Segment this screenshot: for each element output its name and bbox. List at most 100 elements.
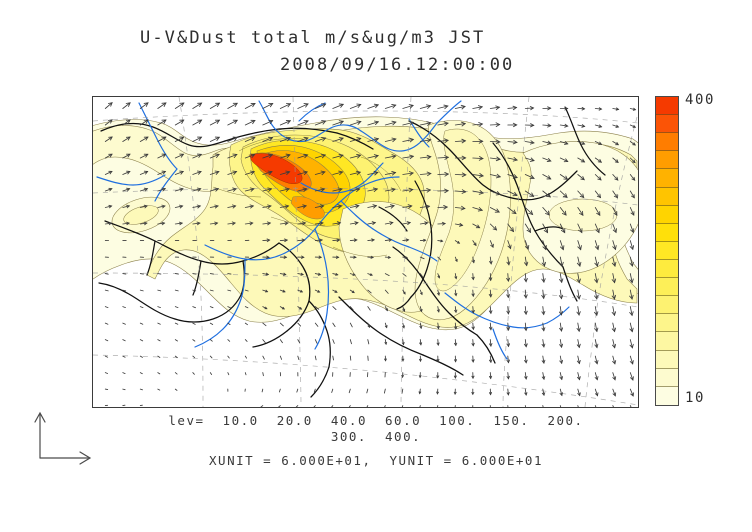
wind-vector-head — [523, 278, 528, 283]
wind-vector-head — [404, 256, 409, 259]
wind-vector-arrow — [542, 322, 545, 332]
wind-vector-arrow — [402, 172, 414, 175]
wind-vector-head — [179, 187, 184, 192]
wind-vector-head — [631, 194, 635, 199]
wind-vector-head — [143, 119, 149, 124]
wind-vector-arrow — [454, 405, 456, 407]
wind-vector-head — [578, 228, 583, 234]
wind-vector-arrow — [524, 388, 527, 396]
wind-vector-arrow — [174, 171, 184, 175]
wind-vector-arrow — [542, 223, 549, 234]
wind-vector-head — [214, 170, 220, 175]
wind-vector-head — [231, 221, 236, 226]
wind-vector-head — [268, 136, 274, 142]
axis-unit-caption: XUNIT = 6.000E+01, YUNIT = 6.000E+01 — [209, 453, 543, 468]
wind-vector-head — [108, 119, 113, 124]
wind-vector-head — [266, 221, 272, 226]
wind-vector-head — [321, 136, 327, 142]
wind-vector-head — [436, 325, 440, 330]
wind-vector-arrow — [209, 188, 219, 192]
wind-vector-head — [630, 392, 634, 397]
wind-vector-head — [390, 187, 396, 193]
wind-vector-head — [401, 374, 404, 379]
wind-vector-arrow — [139, 355, 143, 358]
wind-vector-arrow — [367, 339, 370, 345]
wind-vector-head — [559, 359, 564, 365]
wind-vector-head — [611, 261, 617, 267]
wind-vector-head — [336, 238, 341, 242]
wind-vector-arrow — [507, 107, 517, 109]
wind-vector-arrow — [192, 372, 195, 375]
wind-vector-arrow — [192, 273, 197, 275]
wind-vector-head — [436, 342, 440, 347]
wind-vector-arrow — [297, 137, 309, 142]
wind-vector-arrow — [244, 102, 256, 109]
wind-vector-arrow — [489, 339, 492, 347]
wind-vector-arrow — [472, 106, 483, 109]
colorbar-band — [656, 223, 678, 242]
wind-vector-arrow — [332, 103, 344, 109]
wind-vector-head — [576, 278, 581, 284]
wind-vector-arrow — [104, 170, 113, 175]
wind-vector-head — [629, 311, 634, 317]
wind-vector-arrow — [594, 256, 598, 267]
wind-vector-arrow — [629, 141, 636, 146]
wind-vector-head — [507, 244, 512, 250]
wind-vector-arrow — [507, 388, 509, 396]
wind-vector-head — [373, 170, 379, 176]
wind-vector-head — [371, 221, 377, 226]
wind-vector-arrow — [542, 405, 544, 407]
wind-vector-arrow — [383, 388, 386, 394]
wind-vector-arrow — [542, 207, 550, 216]
wind-vector-head — [285, 153, 291, 159]
wind-vector-head — [356, 103, 362, 108]
wind-vector-arrow — [507, 256, 510, 266]
wind-vector-arrow — [454, 140, 466, 142]
wind-vector-arrow — [594, 388, 598, 397]
wind-vector-head — [577, 392, 581, 397]
wind-vector-head — [285, 103, 292, 108]
wind-vector-arrow — [489, 306, 492, 314]
wind-vector-head — [425, 204, 431, 210]
wind-vector-head — [506, 392, 510, 396]
wind-vector-head — [443, 138, 449, 144]
wind-vector-head — [403, 291, 406, 295]
wind-vector-arrow — [279, 171, 291, 175]
wind-vector-arrow — [367, 205, 377, 208]
wind-vector-arrow — [192, 188, 202, 192]
wind-vector-arrow — [542, 388, 545, 396]
wind-vector-arrow — [367, 171, 379, 175]
wind-vector-head — [303, 136, 309, 142]
wind-vector-arrow — [279, 239, 288, 242]
wind-vector-arrow — [244, 154, 255, 159]
wind-vector-head — [594, 294, 599, 300]
wind-vector-arrow — [524, 207, 534, 215]
contour-levels-line-2: 300. 400. — [330, 429, 422, 444]
figure-datetime: 2008/09/16.12:00:00 — [280, 55, 515, 75]
wind-vector-arrow — [594, 207, 601, 216]
wind-vector-head — [594, 392, 599, 397]
wind-vector-head — [524, 375, 528, 380]
wind-vector-arrow — [122, 372, 126, 375]
wind-vector-arrow — [612, 355, 616, 365]
wind-vector-arrow — [313, 388, 316, 393]
wind-vector-arrow — [524, 405, 526, 407]
wind-vector-head — [453, 375, 457, 379]
wind-vector-arrow — [192, 339, 196, 342]
wind-vector-head — [125, 119, 131, 124]
wind-vector-head — [597, 176, 602, 181]
wind-vector-head — [265, 272, 270, 276]
wind-vector-head — [436, 375, 440, 379]
wind-vector-arrow — [594, 372, 598, 381]
wind-vector-head — [488, 326, 493, 331]
wind-vector-arrow — [104, 388, 109, 391]
wind-vector-head — [353, 238, 358, 242]
wind-vector-head — [407, 204, 413, 209]
wind-vector-head — [267, 153, 274, 159]
wind-vector-arrow — [139, 136, 149, 142]
wind-vector-arrow — [489, 174, 501, 178]
wind-vector-head — [284, 238, 289, 243]
wind-vector-head — [509, 227, 515, 233]
wind-vector-arrow — [577, 141, 586, 145]
wind-vector-arrow — [192, 306, 196, 309]
